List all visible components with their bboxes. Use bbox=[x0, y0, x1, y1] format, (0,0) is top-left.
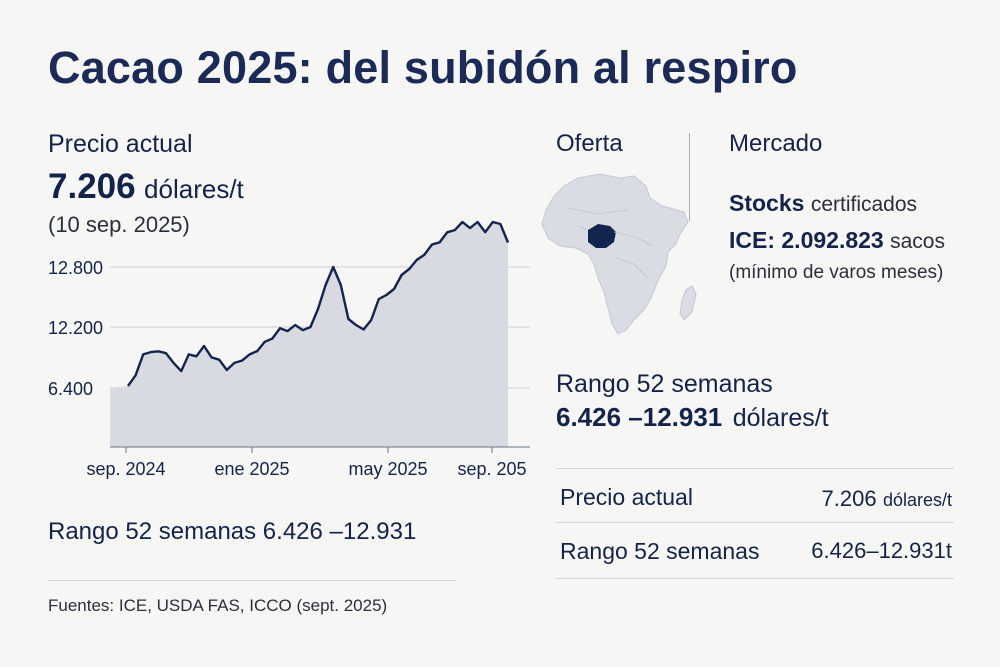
current-price-value: 7.206 bbox=[48, 167, 136, 206]
table-row-value: 6.426–12.931t bbox=[811, 538, 952, 563]
sources-note: Fuentes: ICE, USDA FAS, ICCO (sept. 2025… bbox=[48, 596, 388, 615]
range-heading: Rango 52 semanas bbox=[556, 370, 773, 398]
divider bbox=[48, 580, 456, 581]
stocks-qualifier: certificados bbox=[810, 193, 918, 216]
current-price-label: Precio actual bbox=[48, 130, 193, 158]
x-tick-label: may 2025 bbox=[348, 459, 427, 479]
stocks-label: Stocks bbox=[729, 190, 805, 216]
table-row-value: 7.206 dólares/t bbox=[822, 485, 953, 512]
table-row-label: Rango 52 semanas bbox=[560, 538, 760, 564]
x-tick-label: sep. 205 bbox=[457, 459, 526, 479]
y-tick-label: 12.200 bbox=[48, 318, 103, 338]
price-chart: 12.800 12.200 6.400 sep. 2024 ene 2025 may 2… bbox=[48, 220, 530, 479]
stocks-note: (mínimo de varos meses) bbox=[729, 262, 944, 283]
africa-map-icon bbox=[541, 173, 697, 335]
stocks-value: ICE: 2.092.823 bbox=[729, 227, 884, 253]
stocks-line-1: Stocks certificados bbox=[729, 190, 917, 217]
current-price: 7.206 dólares/t bbox=[48, 167, 244, 207]
price-line bbox=[127, 220, 510, 387]
africa-landmass bbox=[541, 173, 689, 335]
madagascar-landmass bbox=[679, 285, 697, 321]
current-price-date: (10 sep. 2025) bbox=[48, 212, 190, 237]
table-unit: dólares/t bbox=[882, 490, 952, 510]
oferta-heading: Oferta bbox=[556, 130, 623, 157]
table-divider bbox=[556, 468, 954, 469]
table-divider bbox=[556, 578, 954, 579]
nigeria-highlight bbox=[588, 224, 616, 248]
stocks-line-2: ICE: 2.092.823 sacos bbox=[729, 227, 945, 254]
range-52-weeks-text: Rango 52 semanas 6.426 –12.931 bbox=[48, 518, 417, 545]
y-tick-label: 6.400 bbox=[48, 379, 93, 399]
table-row-label: Precio actual bbox=[560, 484, 693, 510]
table-divider bbox=[556, 522, 954, 523]
mercado-heading: Mercado bbox=[729, 130, 823, 157]
price-area bbox=[110, 222, 508, 447]
table-value: 7.206 bbox=[821, 486, 877, 511]
x-tick-label: sep. 2024 bbox=[86, 459, 165, 479]
y-axis-ticks: 12.800 12.200 6.400 bbox=[48, 258, 103, 399]
range-unit: dólares/t bbox=[732, 404, 829, 432]
divider bbox=[689, 133, 690, 221]
range-value: 6.426 –12.931 bbox=[556, 402, 723, 432]
x-axis-ticks: sep. 2024 ene 2025 may 2025 sep. 205 bbox=[86, 446, 530, 479]
stocks-unit: sacos bbox=[890, 230, 945, 253]
range-value-line: 6.426 –12.931 dólares/t bbox=[556, 402, 829, 433]
y-tick-label: 12.800 bbox=[48, 258, 103, 278]
page-title: Cacao 2025: del subidón al respiro bbox=[48, 42, 798, 93]
current-price-unit: dólares/t bbox=[144, 174, 244, 204]
x-tick-label: ene 2025 bbox=[214, 459, 289, 479]
